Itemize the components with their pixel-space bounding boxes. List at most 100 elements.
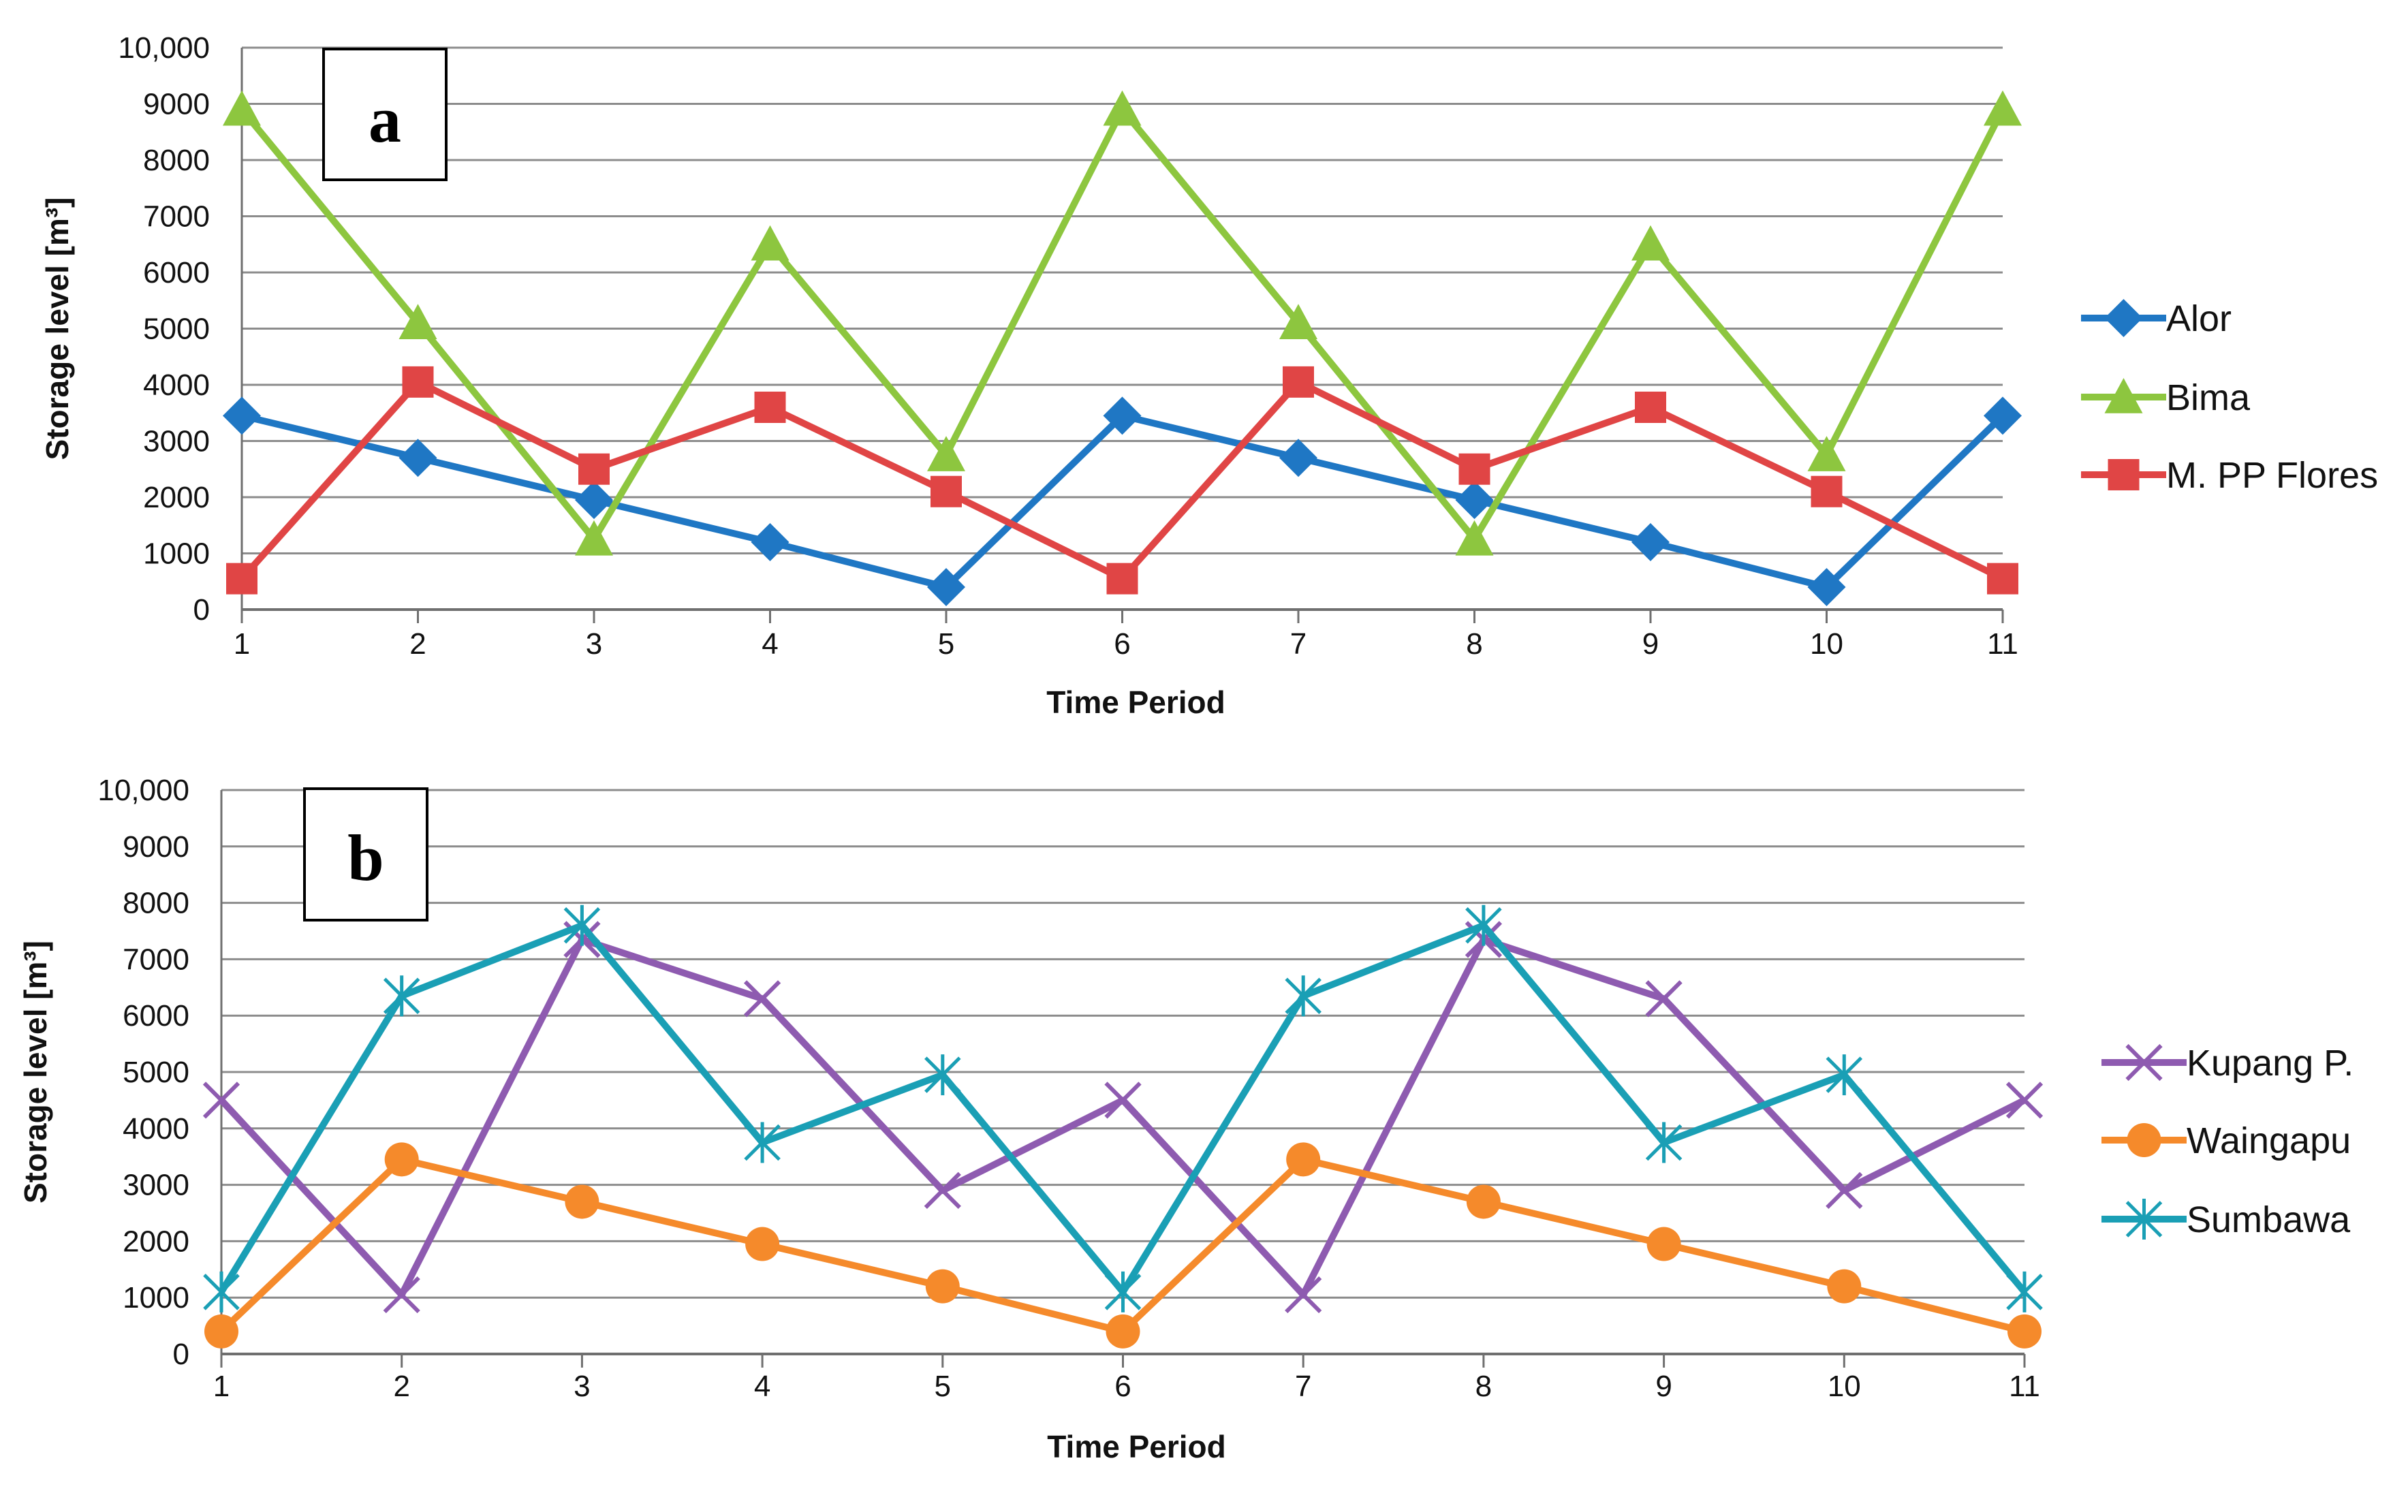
data-point	[924, 1171, 961, 1210]
x-tick-label: 2	[409, 627, 426, 661]
data-point	[204, 1314, 238, 1349]
x-tick-label: 7	[1295, 1370, 1311, 1403]
data-point	[1466, 1184, 1501, 1219]
data-point	[1458, 453, 1490, 485]
data-point	[563, 904, 601, 946]
series-bima	[223, 90, 2022, 556]
data-point	[383, 1276, 420, 1314]
data-point	[1984, 90, 2022, 126]
x-tick-label: 11	[2009, 1370, 2040, 1403]
x-tick-label: 6	[1114, 1370, 1131, 1403]
data-point	[1279, 304, 1317, 340]
data-point	[1807, 436, 1846, 471]
legend-marker	[2125, 1043, 2163, 1082]
y-tick-label: 6000	[143, 256, 210, 289]
x-tick-label: 1	[234, 627, 250, 661]
data-point	[1631, 225, 1670, 261]
data-point	[1645, 1122, 1683, 1163]
y-tick-label: 2000	[123, 1225, 189, 1258]
legend-label: Kupang P.	[2187, 1043, 2354, 1084]
x-tick-label: 5	[935, 1370, 951, 1403]
y-tick-label: 5000	[143, 313, 210, 346]
x-tick-label: 7	[1290, 627, 1307, 661]
chart-panel-b: 0 1000 2000 3000 4000 5000 6000 7000 8000 9000 10,…	[18, 774, 2354, 1464]
y-tick-label: 10,000	[118, 31, 210, 65]
y-tick-label: 0	[173, 1338, 189, 1371]
data-point	[223, 90, 261, 126]
data-point	[575, 481, 613, 520]
x-tick-label: 10	[1828, 1370, 1861, 1403]
y-tick-label: 3000	[123, 1169, 189, 1202]
data-point	[203, 1271, 240, 1312]
data-point	[1984, 396, 2022, 435]
data-point	[1455, 481, 1494, 520]
y-tick-label: 7000	[123, 943, 189, 976]
x-tick-label: 2	[393, 1370, 409, 1403]
y-axis-title: Storage level [m³]	[18, 941, 53, 1203]
data-point	[745, 1227, 780, 1261]
data-point	[578, 453, 610, 485]
data-point	[1826, 1054, 1863, 1096]
data-point	[202, 1082, 240, 1119]
legend-marker	[2125, 1199, 2163, 1240]
panel-label: a	[369, 83, 401, 156]
y-tick-label: 5000	[123, 1056, 189, 1089]
x-tick-label: 9	[1642, 627, 1659, 661]
x-axis-title: Time Period	[1047, 1429, 1225, 1464]
x-tick-label: 1	[213, 1370, 230, 1403]
y-axis-title: Storage level [m³]	[40, 198, 75, 460]
panel-label-box	[322, 48, 448, 181]
legend-label: Sumbawa	[2187, 1199, 2351, 1240]
x-tick-label: 10	[1810, 627, 1843, 661]
x-tick-label: 6	[1114, 627, 1130, 661]
legend-marker	[2104, 299, 2143, 337]
y-tick-label: 3000	[143, 425, 210, 458]
data-point	[226, 563, 257, 595]
x-tick-label: 3	[586, 627, 602, 661]
legend: Kupang P. Waingapu Sumbawa	[2101, 1043, 2354, 1240]
series-kupang-p-	[202, 921, 2044, 1314]
y-tick-label: 6000	[123, 999, 189, 1033]
data-point	[1103, 396, 1142, 435]
y-tick-label: 8000	[143, 144, 210, 177]
legend-marker	[2127, 1123, 2161, 1157]
data-point	[931, 475, 962, 507]
data-point	[751, 225, 789, 261]
data-point	[743, 980, 781, 1018]
data-point	[1283, 366, 1314, 398]
legend-label: Waingapu	[2187, 1120, 2351, 1161]
data-point	[2006, 1271, 2043, 1312]
legend-marker	[2104, 378, 2143, 413]
data-point	[1285, 975, 1322, 1017]
y-tick-label: 9000	[123, 830, 189, 864]
data-point	[383, 975, 420, 1017]
y-tick-label: 7000	[143, 200, 210, 234]
y-tick-label: 4000	[123, 1112, 189, 1146]
data-point	[398, 439, 437, 477]
data-point	[927, 436, 965, 471]
x-axis-title: Time Period	[1046, 684, 1225, 720]
data-point	[398, 304, 437, 340]
x-tick-label: 9	[1655, 1370, 1672, 1403]
data-point	[754, 392, 786, 423]
y-tick-label: 10,000	[97, 774, 189, 807]
data-point	[2005, 1082, 2044, 1119]
y-tick-label: 1000	[143, 537, 210, 571]
y-tick-label: 9000	[143, 88, 210, 121]
data-point	[384, 1142, 419, 1177]
data-point	[1286, 1142, 1321, 1177]
x-tick-label: 8	[1475, 1370, 1492, 1403]
series-waingapu	[204, 1142, 2042, 1349]
data-point	[924, 1054, 961, 1096]
panel-label: b	[347, 821, 384, 894]
legend-label: Alor	[2166, 298, 2232, 339]
y-tick-label: 8000	[123, 887, 189, 920]
data-point	[1646, 1227, 1681, 1261]
data-point	[927, 568, 965, 606]
data-point	[1106, 563, 1138, 595]
chart-panel-a: 0 1000 2000 3000 4000 5000 6000 7000 8000 9000 10,…	[40, 31, 2378, 720]
data-point	[1807, 568, 1846, 606]
y-tick-label: 0	[193, 593, 210, 627]
data-point	[1279, 439, 1317, 477]
